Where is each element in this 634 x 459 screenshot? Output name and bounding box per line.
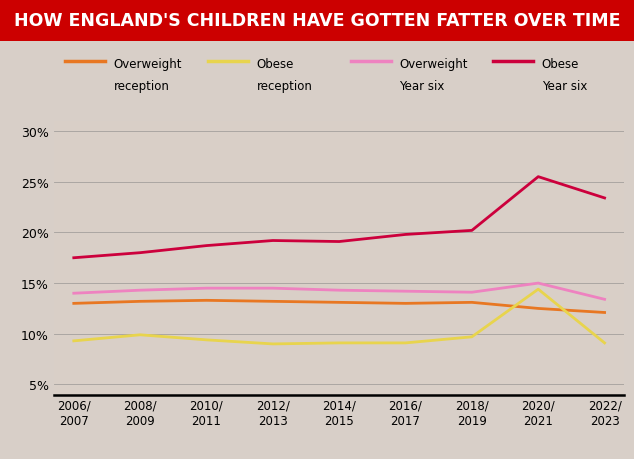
Text: Overweight: Overweight [114,58,183,71]
Text: Overweight: Overweight [399,58,468,71]
Text: reception: reception [114,80,170,93]
Text: Obese: Obese [541,58,579,71]
Text: Year six: Year six [399,80,444,93]
Text: Obese: Obese [256,58,294,71]
Text: reception: reception [256,80,313,93]
Text: HOW ENGLAND'S CHILDREN HAVE GOTTEN FATTER OVER TIME: HOW ENGLAND'S CHILDREN HAVE GOTTEN FATTE… [14,12,620,30]
Text: Year six: Year six [541,80,587,93]
